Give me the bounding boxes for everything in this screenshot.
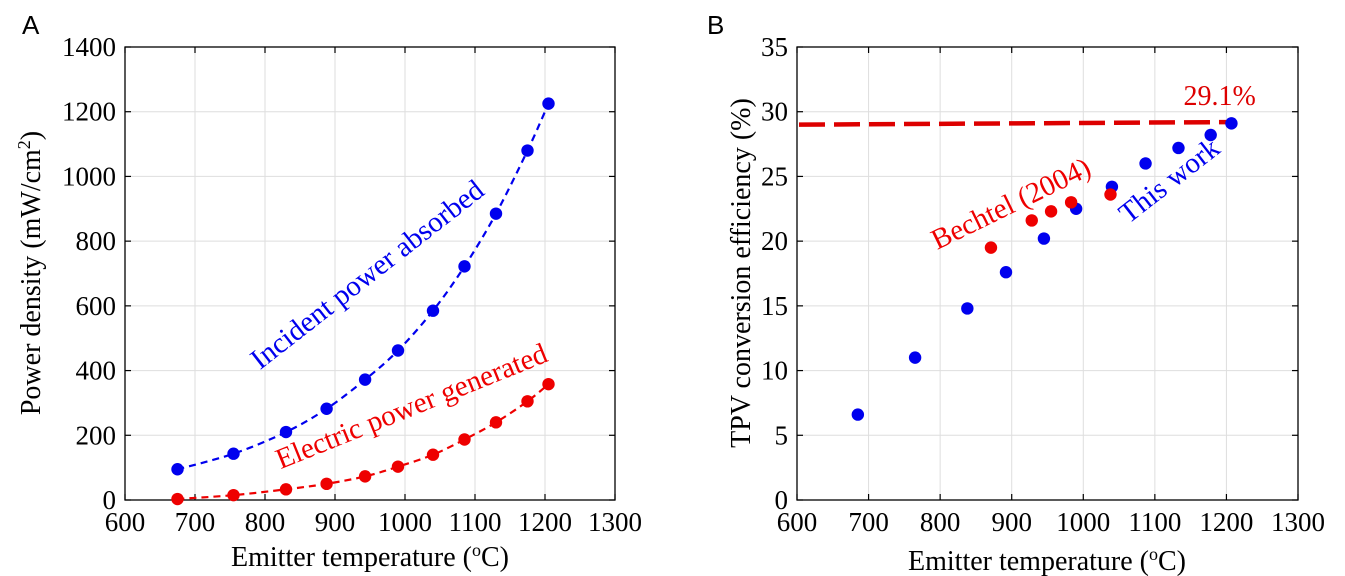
x-tick-label: 1100 — [449, 507, 502, 537]
data-point — [171, 492, 184, 506]
series-label-incident: Incident power absorbed — [245, 174, 491, 376]
x-axis-label-main: Emitter temperature ( — [231, 542, 472, 573]
y-axis-label: Power density (mW/cm2) — [14, 131, 47, 415]
data-point — [320, 477, 333, 491]
data-point — [1139, 157, 1152, 170]
reference-line-label: 29.1% — [1183, 81, 1255, 112]
x-tick-label: 1300 — [1271, 507, 1325, 537]
y-tick-label: 800 — [76, 226, 117, 256]
x-tick-label: 700 — [848, 507, 889, 537]
x-tick-label: 600 — [105, 507, 146, 537]
series-label-electric: Electric power generated — [271, 337, 552, 475]
data-point — [999, 266, 1013, 279]
data-point — [489, 207, 503, 220]
data-point — [358, 373, 372, 386]
y-tick-label: 1400 — [62, 32, 116, 62]
data-point — [391, 460, 405, 473]
x-tick-label: 1200 — [1199, 507, 1253, 537]
data-point — [458, 260, 471, 273]
x-tick-label: 900 — [315, 507, 356, 537]
x-axis-label-sup: o — [472, 540, 481, 560]
panel-a: 600 700 800 900 1000 1100 1200 1300 0 200 400 600 80… — [14, 10, 642, 573]
x-axis-label-sup: o — [1149, 544, 1158, 564]
x-tick-label: 600 — [777, 507, 818, 537]
data-point — [391, 344, 405, 357]
data-point — [984, 241, 998, 254]
y-tick-label: 25 — [761, 161, 788, 191]
y-tick-label: 10 — [761, 356, 788, 386]
data-point — [489, 416, 503, 429]
y-axis-label-end: ) — [16, 131, 47, 140]
data-point — [1225, 117, 1238, 130]
data-point — [1064, 196, 1078, 209]
x-tick-label: 1000 — [1056, 507, 1110, 537]
data-point — [1104, 188, 1117, 201]
y-axis-label: TPV conversion efficiency (%) — [726, 98, 757, 448]
x-axis-label: Emitter temperature (oC) — [908, 544, 1186, 576]
x-tick-label: 1000 — [378, 507, 432, 537]
x-tick-label: 1200 — [518, 507, 572, 537]
panel-label: B — [707, 10, 724, 40]
reference-line — [798, 119, 1232, 127]
y-tick-label: 5 — [775, 420, 789, 450]
series-label-this-work: This work — [1113, 132, 1226, 230]
data-point — [426, 304, 440, 317]
data-point — [1044, 205, 1058, 218]
data-point — [961, 302, 974, 315]
x-tick-label: 1100 — [1128, 507, 1181, 537]
x-axis-label-end: C) — [481, 542, 509, 573]
data-point — [1172, 141, 1185, 155]
panel-label: A — [22, 10, 40, 40]
x-tick-label: 700 — [175, 507, 216, 537]
y-tick-label: 0 — [103, 485, 117, 515]
x-axis-label: Emitter temperature (oC) — [231, 540, 509, 573]
y-tick-label: 1000 — [62, 161, 116, 191]
y-tick-label: 1200 — [62, 97, 116, 127]
x-tick-label: 800 — [245, 507, 286, 537]
data-point — [279, 483, 293, 496]
data-point — [851, 408, 865, 421]
y-tick-label: 20 — [761, 226, 788, 256]
y-tick-label: 600 — [76, 291, 117, 321]
y-tick-label: 200 — [76, 420, 117, 450]
data-point — [521, 395, 534, 408]
data-point — [171, 463, 184, 476]
data-point — [542, 377, 555, 391]
y-tick-label: 35 — [761, 32, 788, 62]
x-tick-label: 800 — [920, 507, 961, 537]
data-point — [358, 470, 372, 483]
panel-b: 600 700 800 900 1000 1100 1200 1300 0 5 10 15 20 25 30… — [707, 10, 1325, 576]
x-tick-label: 900 — [991, 507, 1032, 537]
y-axis-label-sup: 2 — [14, 140, 34, 149]
data-point — [227, 488, 240, 502]
data-point — [1037, 232, 1051, 245]
data-point — [458, 433, 471, 446]
data-point — [908, 351, 922, 364]
x-tick-label: 1300 — [588, 507, 642, 537]
series-fit-line — [177, 383, 550, 501]
x-axis-label-end: C) — [1158, 546, 1186, 576]
y-tick-label: 30 — [761, 97, 788, 127]
data-point — [542, 97, 555, 110]
data-point — [320, 402, 333, 415]
plot-area-frame — [124, 46, 616, 501]
y-axis-label-main: TPV conversion efficiency (%) — [726, 98, 757, 448]
y-tick-label: 400 — [76, 356, 117, 386]
data-point — [426, 448, 440, 461]
data-point — [521, 144, 534, 157]
data-point — [279, 425, 293, 439]
y-tick-label: 0 — [775, 485, 789, 515]
data-point — [1204, 128, 1217, 142]
data-point — [1025, 214, 1038, 227]
data-point — [227, 447, 240, 460]
y-tick-label: 15 — [761, 291, 788, 321]
plot-area-frame — [796, 46, 1299, 501]
x-axis-label-main: Emitter temperature ( — [908, 546, 1149, 576]
y-axis-label-main: Power density (mW/cm — [16, 149, 47, 415]
